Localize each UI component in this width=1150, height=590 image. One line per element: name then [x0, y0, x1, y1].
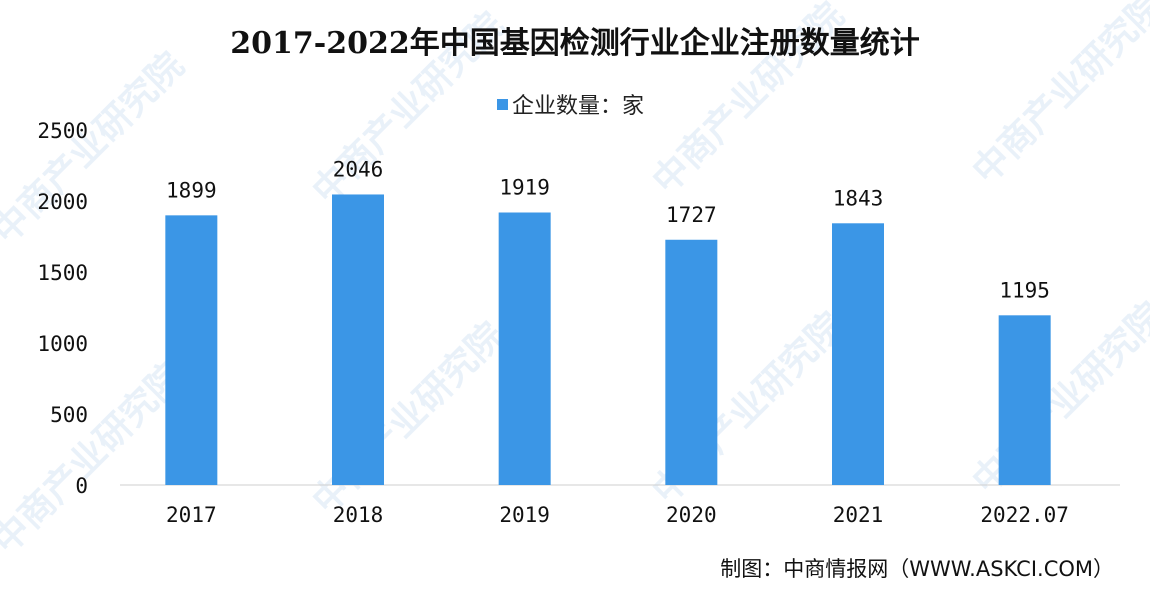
y-tick-label: 2000 — [37, 190, 88, 214]
y-tick-label: 0 — [75, 474, 88, 498]
y-tick-label: 2500 — [37, 119, 88, 143]
legend: 企业数量：家 — [497, 88, 644, 120]
y-tick-label: 1500 — [37, 261, 88, 285]
legend-label: 企业数量：家 — [512, 94, 645, 119]
legend-swatch — [497, 98, 508, 110]
bar — [998, 315, 1051, 485]
x-tick-label: 2017 — [166, 503, 217, 527]
x-tick-label: 2019 — [499, 503, 550, 527]
data-label: 2046 — [333, 157, 384, 181]
y-tick-label: 500 — [50, 403, 88, 427]
data-label: 1843 — [833, 186, 884, 210]
x-tick-label: 2022.07 — [980, 503, 1069, 527]
data-label: 1195 — [999, 278, 1050, 302]
bar — [498, 212, 551, 485]
x-tick-label: 2021 — [833, 503, 884, 527]
y-tick-label: 1000 — [37, 332, 88, 356]
chart-title: 2017-2022年中国基因检测行业企业注册数量统计 — [230, 26, 920, 61]
bar — [832, 223, 884, 485]
bar — [165, 215, 218, 486]
data-label: 1919 — [499, 176, 550, 200]
data-label: 1899 — [166, 178, 217, 202]
bar — [665, 239, 718, 485]
x-tick-label: 2020 — [666, 503, 717, 527]
bar — [332, 194, 384, 485]
x-tick-label: 2018 — [333, 503, 384, 527]
source-note: 制图：中商情报网（WWW.ASKCI.COM） — [720, 557, 1114, 581]
data-label: 1727 — [666, 203, 717, 227]
